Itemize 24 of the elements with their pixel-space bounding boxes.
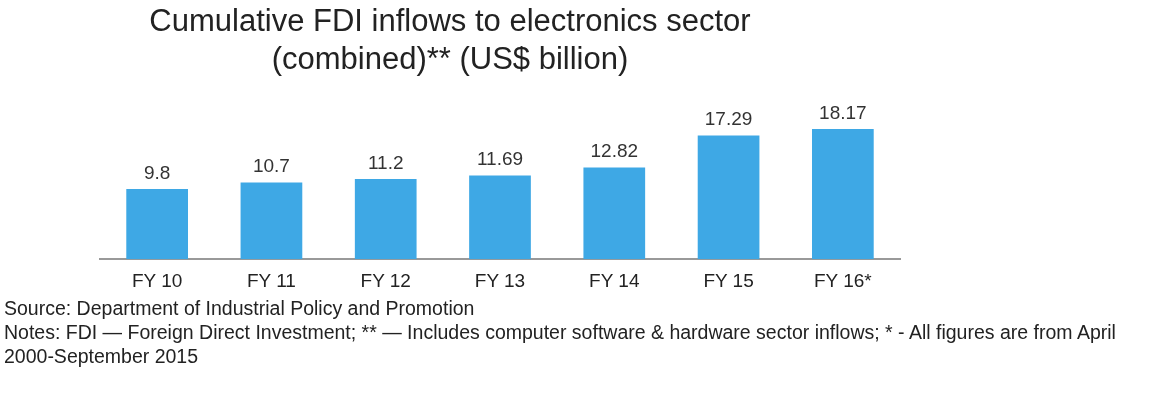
bar bbox=[812, 129, 874, 260]
bar bbox=[697, 135, 760, 260]
x-tick-label: FY 16* bbox=[813, 269, 873, 291]
bar bbox=[240, 182, 303, 260]
data-label: 18.17 bbox=[819, 101, 867, 123]
data-label: 11.69 bbox=[476, 148, 524, 170]
bar bbox=[469, 175, 531, 260]
text: Notes: FDI — Foreign Direct Investment; ** — Includes computer software & hardware sector inflows; * - All figures are from April 2000-September 2015 bbox=[4, 320, 1117, 368]
bar bbox=[354, 179, 417, 260]
chart-title: Cumulative FDI inflows to electronics sector (combined)** (US$ billion) bbox=[148, 2, 752, 78]
bar bbox=[126, 189, 188, 260]
x-tick-label: FY 15 bbox=[703, 269, 754, 291]
data-label: 9.8 bbox=[143, 161, 171, 183]
data-label: 10.7 bbox=[252, 155, 290, 177]
x-tick-label: FY 13 bbox=[474, 269, 526, 291]
x-tick-label: FY 11 bbox=[246, 269, 296, 291]
x-tick-label: FY 14 bbox=[589, 269, 640, 291]
source-note: Source: Department of Industrial Policy and Promotion bbox=[4, 296, 476, 320]
bar bbox=[583, 167, 646, 260]
data-label: 11.2 bbox=[367, 151, 404, 173]
x-tick-label: FY 10 bbox=[131, 269, 183, 291]
data-label: 12.82 bbox=[590, 140, 639, 162]
data-label: 17.29 bbox=[704, 108, 753, 130]
x-tick-label: FY 12 bbox=[360, 269, 411, 291]
